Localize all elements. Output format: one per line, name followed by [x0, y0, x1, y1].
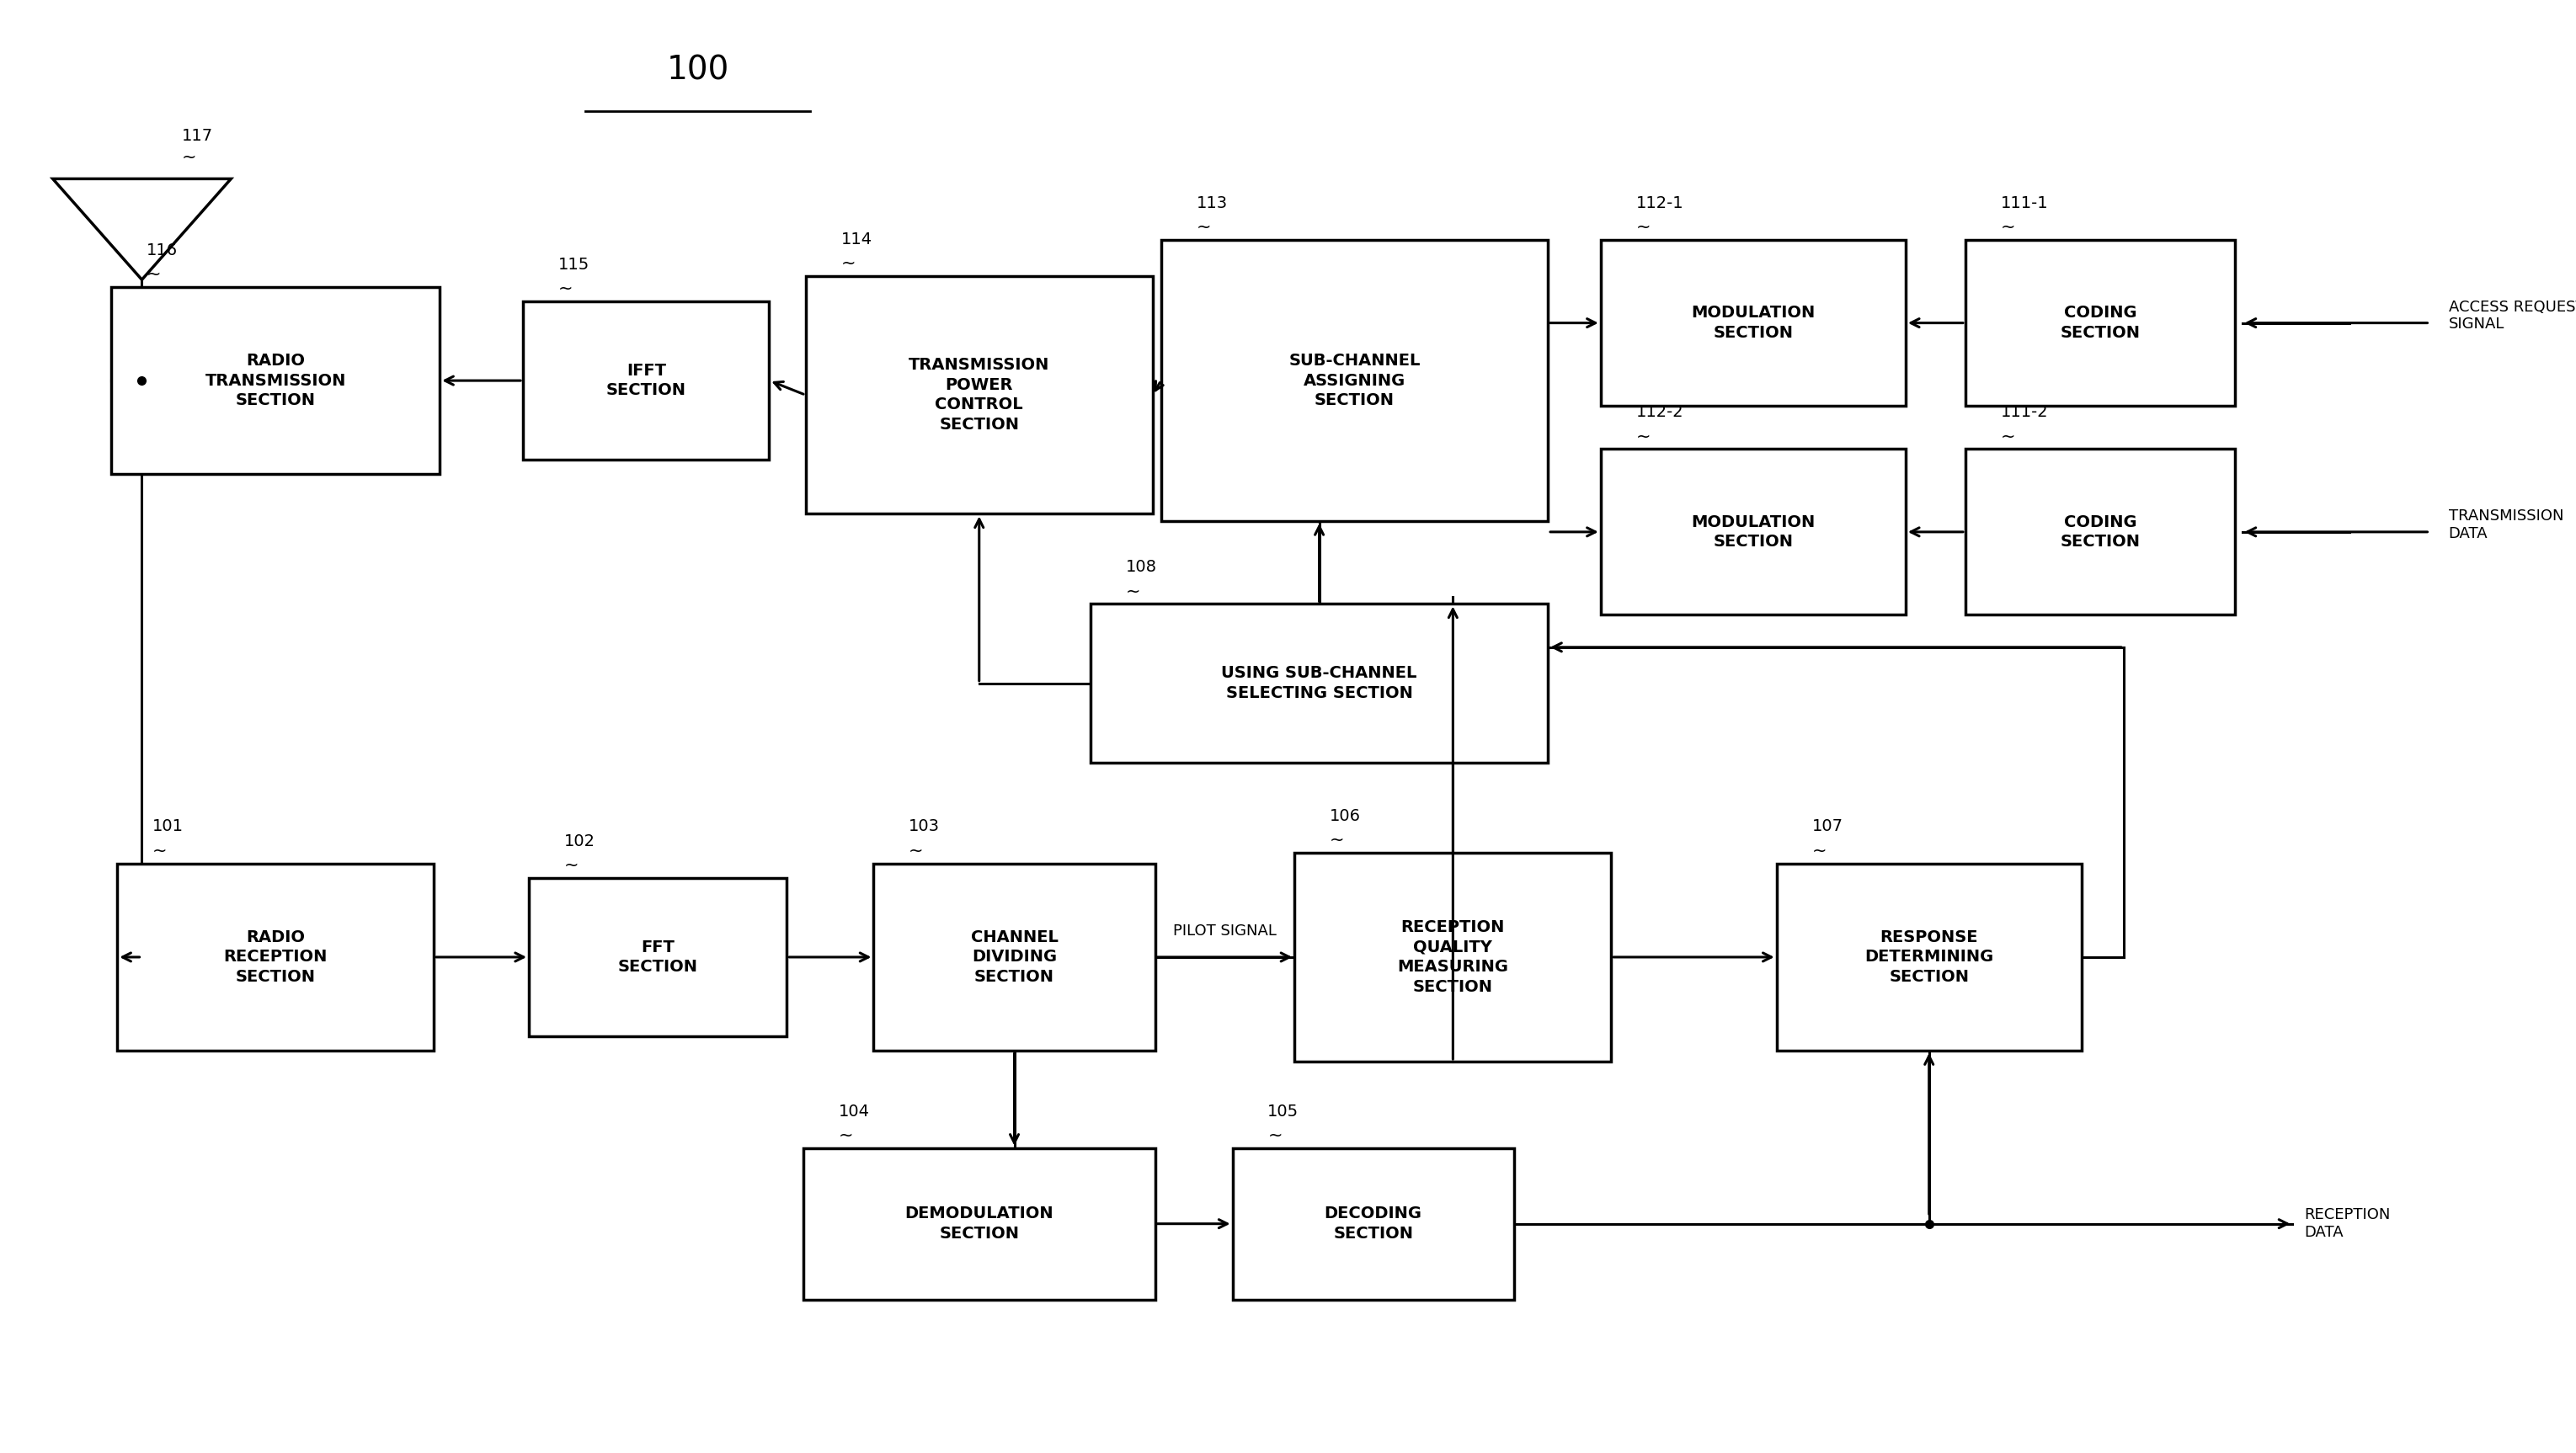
Text: ~: ~ — [837, 1128, 853, 1144]
Text: ACCESS REQUEST
SIGNAL: ACCESS REQUEST SIGNAL — [2450, 299, 2576, 333]
Text: MODULATION
SECTION: MODULATION SECTION — [1690, 514, 1816, 549]
Bar — [523, 301, 770, 459]
Text: 111-2: 111-2 — [2002, 404, 2048, 420]
Text: DECODING
SECTION: DECODING SECTION — [1324, 1206, 1422, 1242]
Text: DEMODULATION
SECTION: DEMODULATION SECTION — [904, 1206, 1054, 1242]
Text: ~: ~ — [1329, 831, 1345, 849]
Bar — [1965, 449, 2236, 615]
Text: PILOT SIGNAL: PILOT SIGNAL — [1172, 923, 1278, 939]
Bar — [1090, 604, 1548, 763]
Bar — [111, 286, 440, 474]
Text: ~: ~ — [183, 150, 196, 166]
Text: ~: ~ — [559, 280, 572, 296]
Text: USING SUB-CHANNEL
SELECTING SECTION: USING SUB-CHANNEL SELECTING SECTION — [1221, 665, 1417, 702]
Text: ~: ~ — [909, 843, 925, 859]
Text: ~: ~ — [1267, 1128, 1283, 1144]
Text: 112-1: 112-1 — [1636, 195, 1685, 211]
Text: 102: 102 — [564, 833, 595, 849]
Text: CODING
SECTION: CODING SECTION — [2061, 305, 2141, 341]
Text: RADIO
TRANSMISSION
SECTION: RADIO TRANSMISSION SECTION — [206, 353, 345, 408]
Bar — [1231, 1148, 1515, 1299]
Text: CODING
SECTION: CODING SECTION — [2061, 514, 2141, 549]
Bar — [873, 863, 1154, 1051]
Text: FFT
SECTION: FFT SECTION — [618, 939, 698, 975]
Text: 116: 116 — [147, 243, 178, 259]
Text: RADIO
RECEPTION
SECTION: RADIO RECEPTION SECTION — [224, 930, 327, 985]
Text: 108: 108 — [1126, 559, 1157, 575]
Bar — [528, 878, 786, 1036]
Text: RECEPTION
QUALITY
MEASURING
SECTION: RECEPTION QUALITY MEASURING SECTION — [1396, 920, 1510, 995]
Text: 117: 117 — [183, 128, 214, 144]
Text: 101: 101 — [152, 818, 183, 834]
Text: 113: 113 — [1195, 195, 1226, 211]
Text: ~: ~ — [1636, 219, 1651, 235]
Bar — [804, 1148, 1154, 1299]
Text: 103: 103 — [909, 818, 940, 834]
Bar — [806, 276, 1151, 514]
Text: ~: ~ — [1636, 427, 1651, 445]
Text: 105: 105 — [1267, 1103, 1298, 1119]
Bar — [1965, 240, 2236, 405]
Text: 115: 115 — [559, 257, 590, 273]
Text: ~: ~ — [1195, 219, 1211, 235]
Text: SUB-CHANNEL
ASSIGNING
SECTION: SUB-CHANNEL ASSIGNING SECTION — [1288, 353, 1419, 408]
Text: 111-1: 111-1 — [2002, 195, 2048, 211]
Text: 107: 107 — [1811, 818, 1842, 834]
Text: ~: ~ — [840, 254, 855, 272]
Text: 114: 114 — [840, 231, 873, 247]
Bar — [1600, 240, 1906, 405]
Text: CHANNEL
DIVIDING
SECTION: CHANNEL DIVIDING SECTION — [971, 930, 1059, 985]
Bar — [118, 863, 433, 1051]
Text: RECEPTION
DATA: RECEPTION DATA — [2306, 1207, 2391, 1239]
Text: ~: ~ — [2002, 219, 2014, 235]
Bar — [1600, 449, 1906, 615]
Text: ~: ~ — [564, 857, 580, 873]
Text: 100: 100 — [667, 55, 729, 87]
Text: 104: 104 — [837, 1103, 871, 1119]
Bar — [1296, 853, 1610, 1062]
Text: 112-2: 112-2 — [1636, 404, 1685, 420]
Text: ~: ~ — [147, 266, 162, 282]
Text: ~: ~ — [2002, 427, 2014, 445]
Text: ~: ~ — [152, 843, 167, 859]
Text: ~: ~ — [1811, 843, 1826, 859]
Text: MODULATION
SECTION: MODULATION SECTION — [1690, 305, 1816, 341]
Text: TRANSMISSION
POWER
CONTROL
SECTION: TRANSMISSION POWER CONTROL SECTION — [909, 357, 1048, 433]
Text: TRANSMISSION
DATA: TRANSMISSION DATA — [2450, 509, 2563, 541]
Text: IFFT
SECTION: IFFT SECTION — [605, 363, 685, 398]
Bar — [1162, 240, 1548, 522]
Text: ~: ~ — [1126, 583, 1141, 600]
Text: RESPONSE
DETERMINING
SECTION: RESPONSE DETERMINING SECTION — [1865, 930, 1994, 985]
Bar — [1777, 863, 2081, 1051]
Text: 106: 106 — [1329, 808, 1360, 824]
